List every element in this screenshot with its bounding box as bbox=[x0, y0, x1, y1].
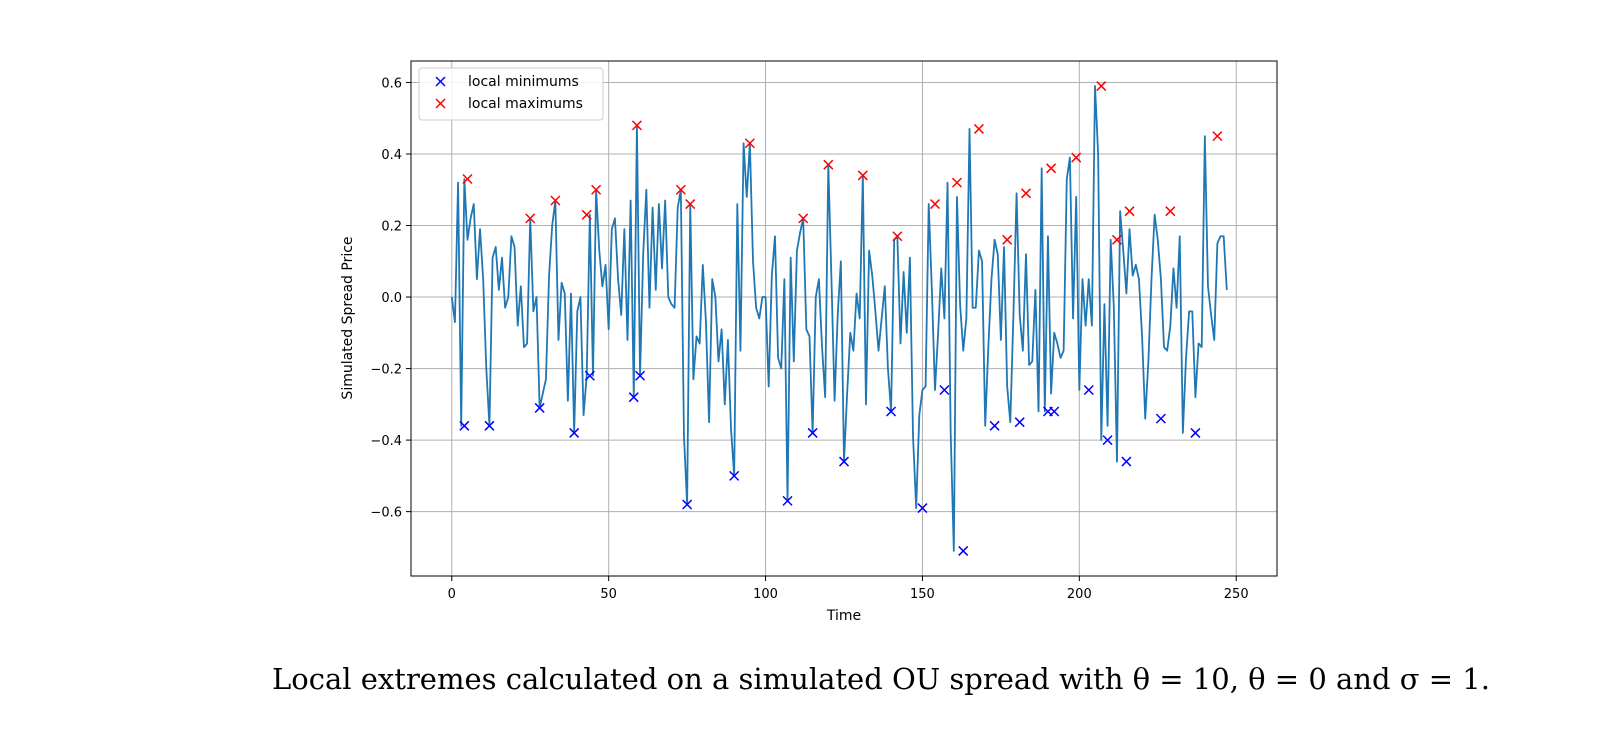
y-tick-label: 0.0 bbox=[381, 291, 402, 306]
x-tick-label: 250 bbox=[1224, 587, 1249, 602]
y-axis-title: Simulated Spread Price bbox=[340, 236, 356, 399]
legend-label-minimums: local minimums bbox=[468, 74, 579, 90]
legend-label-maximums: local maximums bbox=[468, 96, 583, 112]
x-axis-ticks: 0 50 100 150 200 250 bbox=[448, 576, 1249, 602]
legend: local minimums local maximums bbox=[419, 68, 603, 120]
x-tick-label: 100 bbox=[753, 587, 778, 602]
figure-caption: Local extremes calculated on a simulated… bbox=[0, 662, 1602, 714]
x-tick-label: 50 bbox=[600, 587, 617, 602]
x-tick-label: 0 bbox=[448, 587, 456, 602]
y-tick-label: −0.4 bbox=[370, 434, 402, 449]
y-tick-label: 0.2 bbox=[381, 220, 402, 235]
plot-area-background bbox=[411, 61, 1277, 576]
x-tick-label: 200 bbox=[1067, 587, 1092, 602]
y-tick-label: 0.4 bbox=[381, 148, 402, 163]
x-tick-label: 150 bbox=[910, 587, 935, 602]
spread-chart: 0 50 100 150 200 250 −0.6 −0.4 −0.2 0.0 0.2 0.4 0.6… bbox=[0, 0, 1602, 660]
y-tick-label: −0.6 bbox=[370, 506, 402, 521]
y-tick-label: 0.6 bbox=[381, 76, 402, 91]
y-axis-ticks: −0.6 −0.4 −0.2 0.0 0.2 0.4 0.6 bbox=[370, 76, 411, 520]
y-tick-label: −0.2 bbox=[370, 363, 402, 378]
x-axis-title: Time bbox=[826, 608, 861, 624]
